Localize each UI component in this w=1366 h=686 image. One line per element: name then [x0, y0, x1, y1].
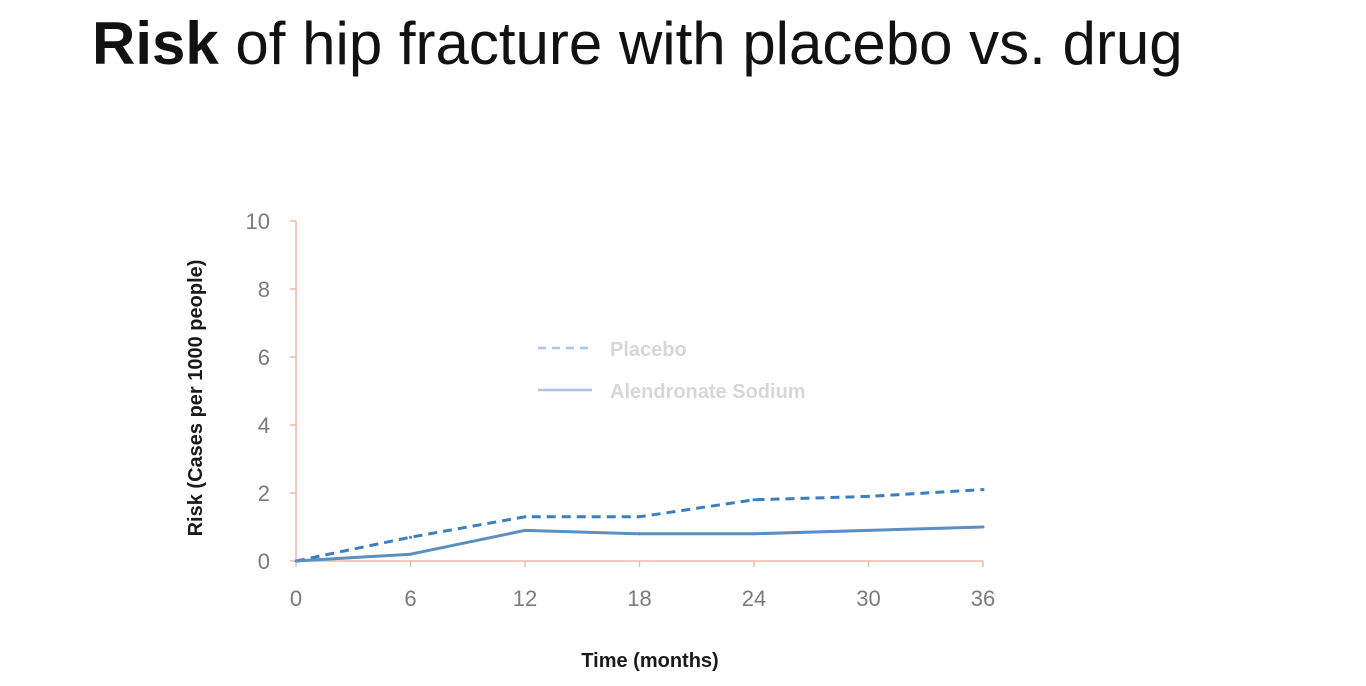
data-point: [638, 532, 641, 536]
x-tick-label: 24: [742, 586, 766, 611]
x-tick-label: 36: [971, 586, 995, 611]
slide-title-bold: Risk: [92, 10, 219, 77]
x-tick-label: 30: [856, 586, 880, 611]
legend-label: Placebo: [610, 339, 687, 361]
data-point: [867, 528, 870, 532]
data-point: [981, 488, 985, 492]
x-tick-label: 18: [627, 586, 651, 611]
data-point: [523, 528, 527, 532]
data-point: [752, 498, 756, 502]
slide-title-rest: of hip fracture with placebo vs. drug: [218, 10, 1183, 77]
chart-labels: Time (months) Risk (Cases per 1000 people…: [185, 260, 719, 672]
x-tick-label: 12: [513, 586, 537, 611]
slide-title: Risk of hip fracture with placebo vs. dr…: [92, 8, 1183, 80]
data-point: [294, 559, 298, 563]
series-line-alendronate: [295, 525, 984, 563]
y-tick-label: 2: [258, 481, 270, 506]
data-point: [409, 535, 412, 539]
legend-label: Alendronate Sodium: [610, 381, 806, 403]
y-tick-label: 6: [258, 345, 270, 370]
x-axis-title: Time (months): [581, 650, 718, 672]
data-point: [409, 552, 412, 556]
y-tick-label: 4: [258, 413, 270, 438]
data-point: [638, 515, 641, 519]
series-line-placebo: [295, 488, 984, 563]
data-point: [752, 532, 756, 536]
data-point: [981, 525, 985, 529]
x-tick-label: 6: [404, 586, 416, 611]
data-point: [523, 515, 527, 519]
y-axis-title: Risk (Cases per 1000 people): [185, 260, 207, 537]
y-tick-label: 0: [258, 549, 270, 574]
y-tick-label: 8: [258, 277, 270, 302]
x-tick-label: 0: [290, 586, 302, 611]
chart-series: [294, 488, 985, 563]
data-point: [867, 494, 870, 498]
y-tick-label: 10: [246, 209, 270, 234]
chart-legend: Placebo Alendronate Sodium: [538, 339, 806, 403]
